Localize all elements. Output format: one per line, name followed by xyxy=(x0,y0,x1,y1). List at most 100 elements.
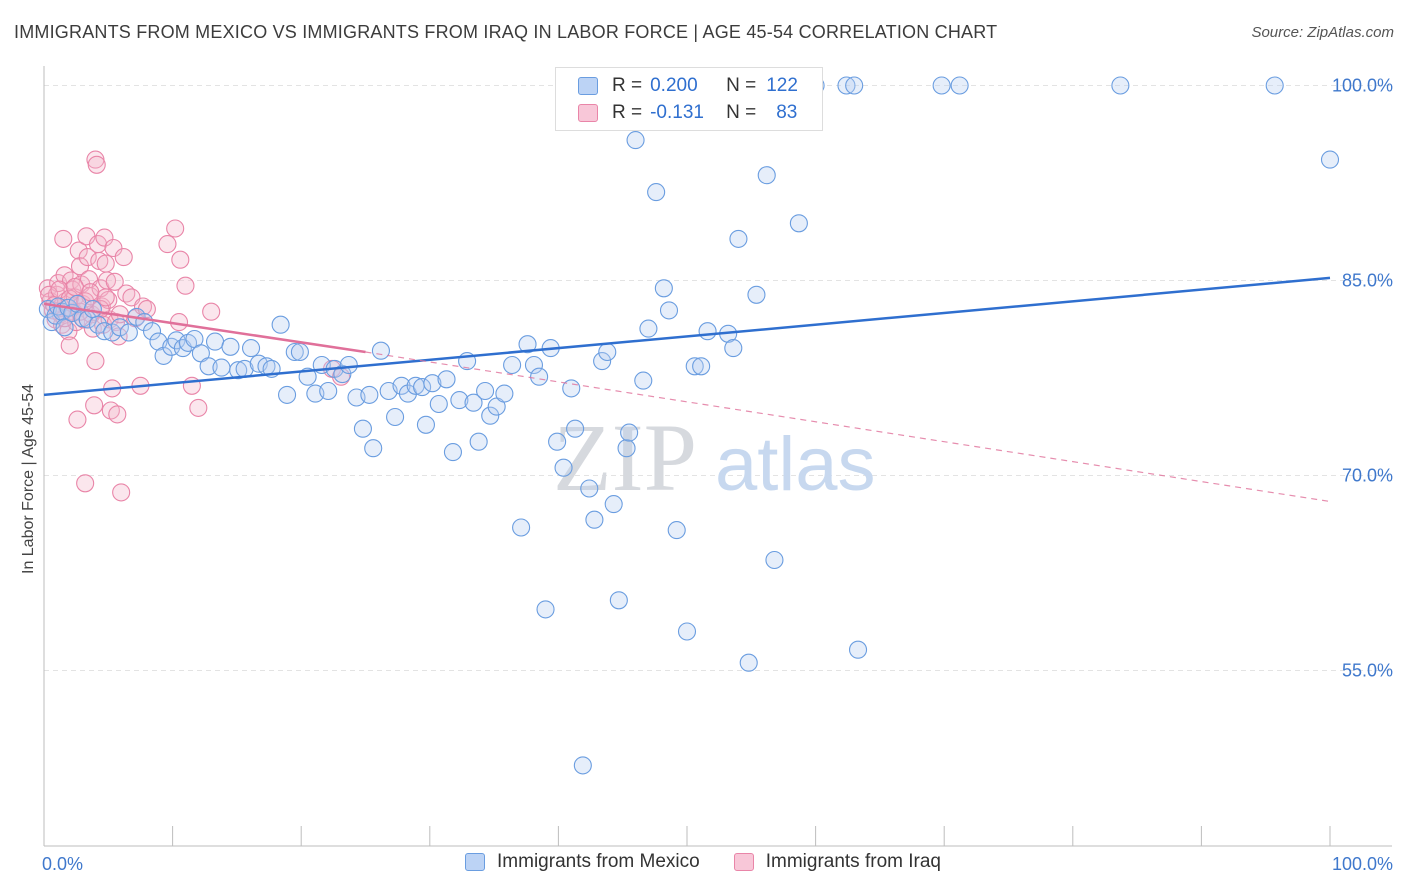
mexico-point xyxy=(1111,76,1130,95)
mexico-point xyxy=(371,341,390,360)
iraq-point xyxy=(112,483,131,502)
legend-label-mexico: Immigrants from Mexico xyxy=(497,851,700,872)
mexico-point xyxy=(617,439,636,458)
mexico-point xyxy=(634,371,653,390)
mexico-point xyxy=(205,332,225,351)
mexico-points xyxy=(38,76,1340,775)
legend-n-value-iraq: 83 xyxy=(776,102,798,123)
mexico-point xyxy=(271,315,290,334)
mexico-trend-line xyxy=(43,276,1331,397)
mexico-point xyxy=(285,342,304,362)
mexico-point xyxy=(443,443,462,462)
mexico-point xyxy=(413,378,432,397)
iraq-point xyxy=(202,302,221,321)
mexico-point xyxy=(423,374,442,393)
iraq-point xyxy=(104,238,123,258)
chart-title: IMMIGRANTS FROM MEXICO VS IMMIGRANTS FRO… xyxy=(14,22,998,42)
mexico-point xyxy=(95,322,114,341)
y-tick-label: 70.0% xyxy=(1342,466,1393,486)
legend-r-value-iraq: -0.131 xyxy=(650,102,704,123)
legend-item-mexico[interactable]: Immigrants from Mexico xyxy=(465,851,700,873)
iraq-point xyxy=(171,250,190,269)
mexico-point xyxy=(119,323,138,342)
mexico-point xyxy=(88,315,108,334)
mexico-point xyxy=(512,518,531,537)
watermark: ZIP atlas xyxy=(553,404,876,511)
mexico-point xyxy=(654,279,673,298)
iraq-point xyxy=(69,241,88,260)
legend-n-label: N = xyxy=(726,75,757,96)
mexico-point xyxy=(554,458,573,477)
mexico-point xyxy=(290,342,309,362)
mexico-point xyxy=(620,423,639,442)
iraq-point xyxy=(166,219,185,238)
mexico-point xyxy=(789,214,808,233)
mexico-point xyxy=(604,495,623,514)
legend-swatch-iraq xyxy=(733,853,754,871)
iraq-point xyxy=(158,235,177,254)
mexico-point xyxy=(647,183,666,202)
mexico-point xyxy=(503,355,522,375)
mexico-point xyxy=(593,352,612,371)
stats-legend: R = 0.200 N = 122 R = -0.131 N = 83 xyxy=(555,67,823,131)
x-tick-label: 100.0% xyxy=(1332,854,1393,874)
mexico-point xyxy=(450,391,469,410)
mexico-point xyxy=(724,339,743,358)
mexico-point xyxy=(580,479,599,498)
mexico-point xyxy=(518,335,537,354)
mexico-point xyxy=(55,318,74,337)
iraq-point xyxy=(65,277,84,297)
series-legend: Immigrants from Mexico Immigrants from I… xyxy=(0,851,1406,873)
mexico-point xyxy=(481,406,500,425)
legend-item-iraq[interactable]: Immigrants from Iraq xyxy=(733,851,941,873)
mexico-point xyxy=(837,76,856,95)
legend-label-iraq: Immigrants from Iraq xyxy=(765,851,941,872)
mexico-point xyxy=(626,131,645,150)
iraq-trend-extension xyxy=(365,351,1331,503)
mexico-point xyxy=(667,521,686,540)
mexico-point xyxy=(639,319,658,338)
iraq-point xyxy=(85,396,104,415)
mexico-point xyxy=(845,76,864,95)
mexico-point xyxy=(360,385,379,404)
iraq-trend-line xyxy=(43,302,366,354)
mexico-point xyxy=(241,339,261,358)
iraq-point xyxy=(87,155,106,174)
mexico-point xyxy=(229,361,248,380)
mexico-point xyxy=(932,76,951,95)
mexico-point xyxy=(212,358,231,377)
mexico-point xyxy=(416,415,435,434)
mexico-point xyxy=(429,394,448,414)
mexico-point xyxy=(765,550,784,570)
mexico-point xyxy=(950,76,969,95)
mexico-point xyxy=(199,357,218,376)
mexico-point xyxy=(339,355,358,375)
mexico-point xyxy=(154,346,173,365)
iraq-point xyxy=(99,290,118,310)
mexico-point xyxy=(495,384,514,403)
iraq-point xyxy=(70,257,90,276)
legend-swatch-mexico xyxy=(465,853,486,871)
mexico-point xyxy=(221,337,240,356)
mexico-point xyxy=(524,355,544,375)
axes xyxy=(43,66,1392,847)
legend-r-value-mexico: 0.200 xyxy=(650,75,698,96)
iraq-point xyxy=(54,229,73,248)
mexico-point xyxy=(476,381,495,401)
mexico-point xyxy=(464,393,483,412)
mexico-point xyxy=(536,600,555,619)
iraq-point xyxy=(86,352,105,371)
iraq-point xyxy=(76,474,95,493)
mexico-point xyxy=(585,510,604,529)
mexico-point xyxy=(747,285,766,304)
mexico-point xyxy=(677,622,697,641)
mexico-point xyxy=(142,322,162,341)
iraq-point xyxy=(68,410,87,429)
trend-lines xyxy=(43,276,1331,503)
source-label: Source: ZipAtlas.com xyxy=(1251,24,1394,41)
y-tick-label: 85.0% xyxy=(1342,271,1393,291)
iraq-point xyxy=(176,276,195,295)
mexico-point xyxy=(353,419,372,438)
iraq-point xyxy=(108,405,127,424)
